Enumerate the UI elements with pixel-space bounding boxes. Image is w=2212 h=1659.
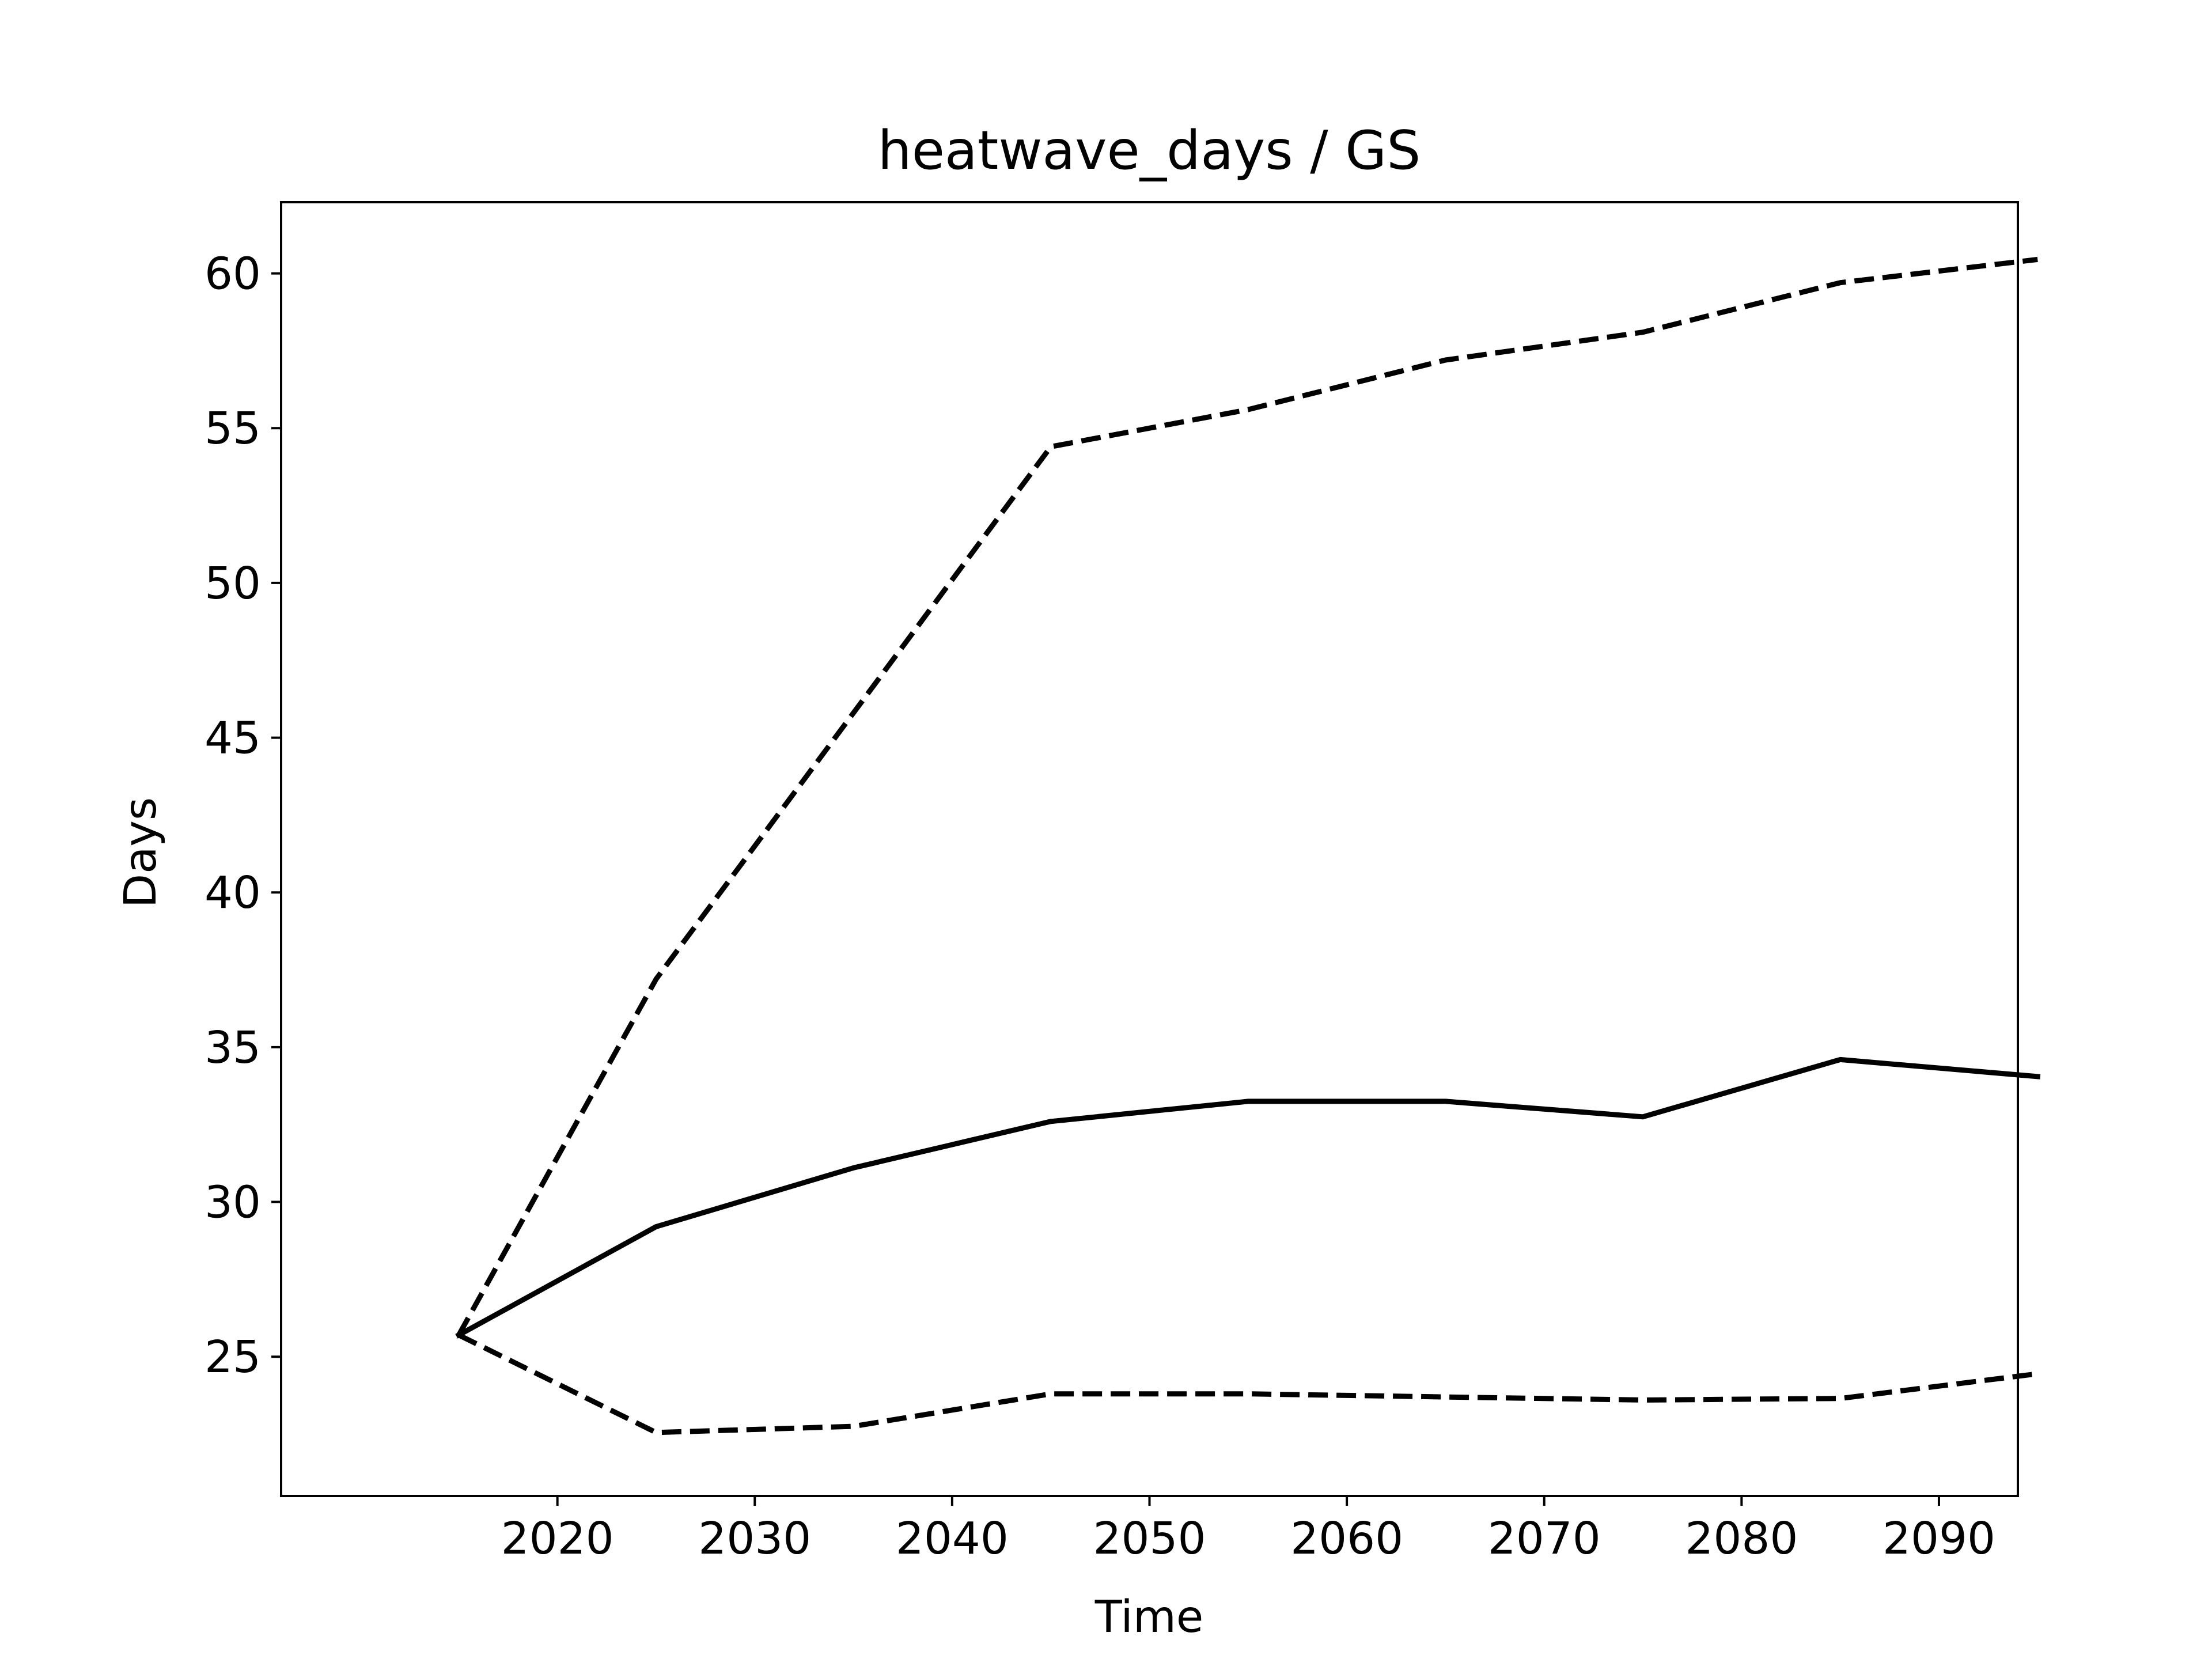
y-tick-label: 40 [204, 868, 261, 919]
x-tick-label: 2090 [1883, 1513, 1995, 1565]
y-tick-label: 45 [204, 713, 261, 764]
x-axis-label: Time [1094, 1592, 1203, 1643]
series-line-3 [457, 1332, 2038, 1435]
x-tick-label: 2060 [1290, 1513, 1403, 1565]
y-axis-label: Days [115, 797, 166, 908]
x-tick-label: 2030 [698, 1513, 811, 1565]
x-tick-label: 2080 [1685, 1513, 1798, 1565]
y-tick-label: 50 [204, 558, 261, 609]
x-tick-label: 2070 [1488, 1513, 1601, 1565]
y-tick-label: 30 [204, 1177, 261, 1229]
x-tick-label: 2020 [501, 1513, 614, 1565]
series-layer [455, 256, 2041, 1435]
series-line-2 [456, 256, 2038, 1336]
y-tick-label: 35 [204, 1022, 261, 1074]
y-tick-label: 60 [204, 249, 261, 300]
chart-title: heatwave_days / GS [878, 119, 1421, 181]
axes-layer: 2020 2030 2040 2050 2060 2070 2080 2090 25 30 35 40… [204, 201, 2019, 1565]
x-tick-label: 2040 [896, 1513, 1009, 1565]
y-tick-label: 25 [204, 1332, 261, 1383]
x-tick-label: 2050 [1093, 1513, 1206, 1565]
series-line-1 [455, 1056, 2041, 1339]
y-tick-label: 55 [204, 403, 261, 454]
